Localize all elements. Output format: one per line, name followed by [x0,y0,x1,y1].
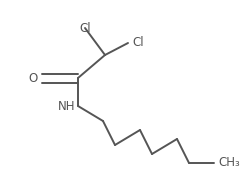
Text: NH: NH [57,100,75,113]
Text: Cl: Cl [79,21,91,35]
Text: CH₃: CH₃ [218,157,240,169]
Text: O: O [29,71,38,85]
Text: Cl: Cl [132,36,144,49]
